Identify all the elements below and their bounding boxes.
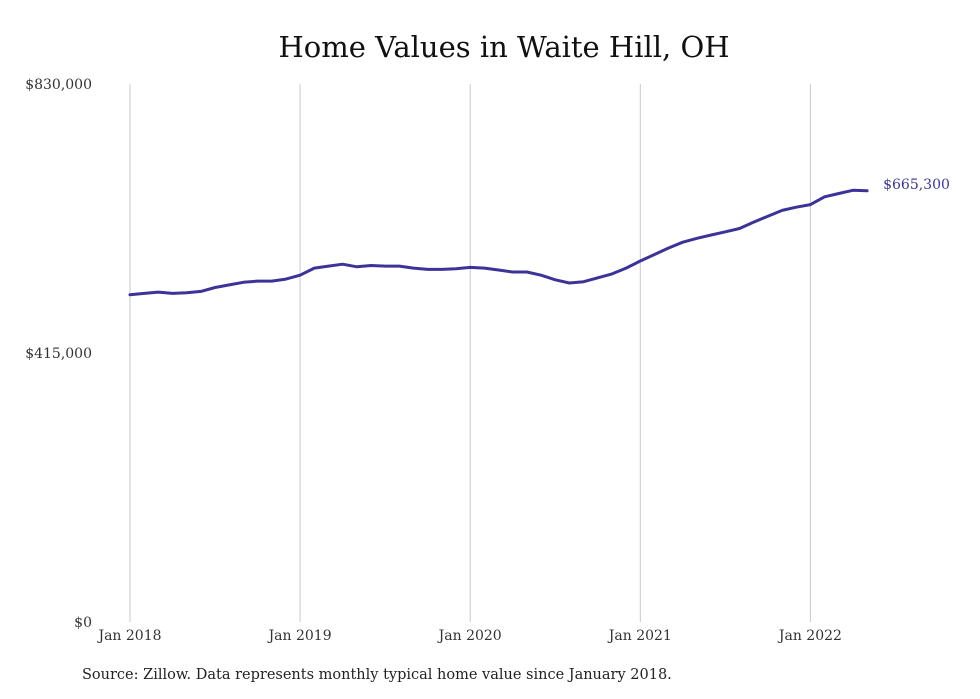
end-value-label: $665,300 (883, 177, 950, 193)
y-axis-ticks: $0 $415,000 $830,000 (25, 77, 92, 631)
chart-title: Home Values in Waite Hill, OH (278, 30, 730, 64)
source-note: Source: Zillow. Data represents monthly … (82, 667, 672, 683)
y-tick-label: $830,000 (25, 77, 92, 93)
x-tick-label: Jan 2018 (96, 628, 161, 644)
x-tick-label: Jan 2021 (607, 628, 672, 644)
y-tick-label: $415,000 (25, 346, 92, 362)
series-line (128, 188, 869, 297)
x-axis-ticks: Jan 2018 Jan 2019 Jan 2020 Jan 2021 Jan 2022 (96, 628, 841, 644)
grid-lines (129, 84, 811, 622)
end-label-layer: $665,300 (883, 177, 950, 193)
y-tick-label: $0 (74, 615, 92, 631)
series-layer (128, 188, 869, 297)
x-tick-label: Jan 2020 (437, 628, 502, 644)
x-tick-label: Jan 2019 (267, 628, 332, 644)
x-tick-label: Jan 2022 (777, 628, 842, 644)
